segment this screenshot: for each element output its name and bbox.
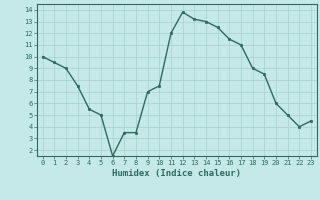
X-axis label: Humidex (Indice chaleur): Humidex (Indice chaleur) — [112, 169, 241, 178]
